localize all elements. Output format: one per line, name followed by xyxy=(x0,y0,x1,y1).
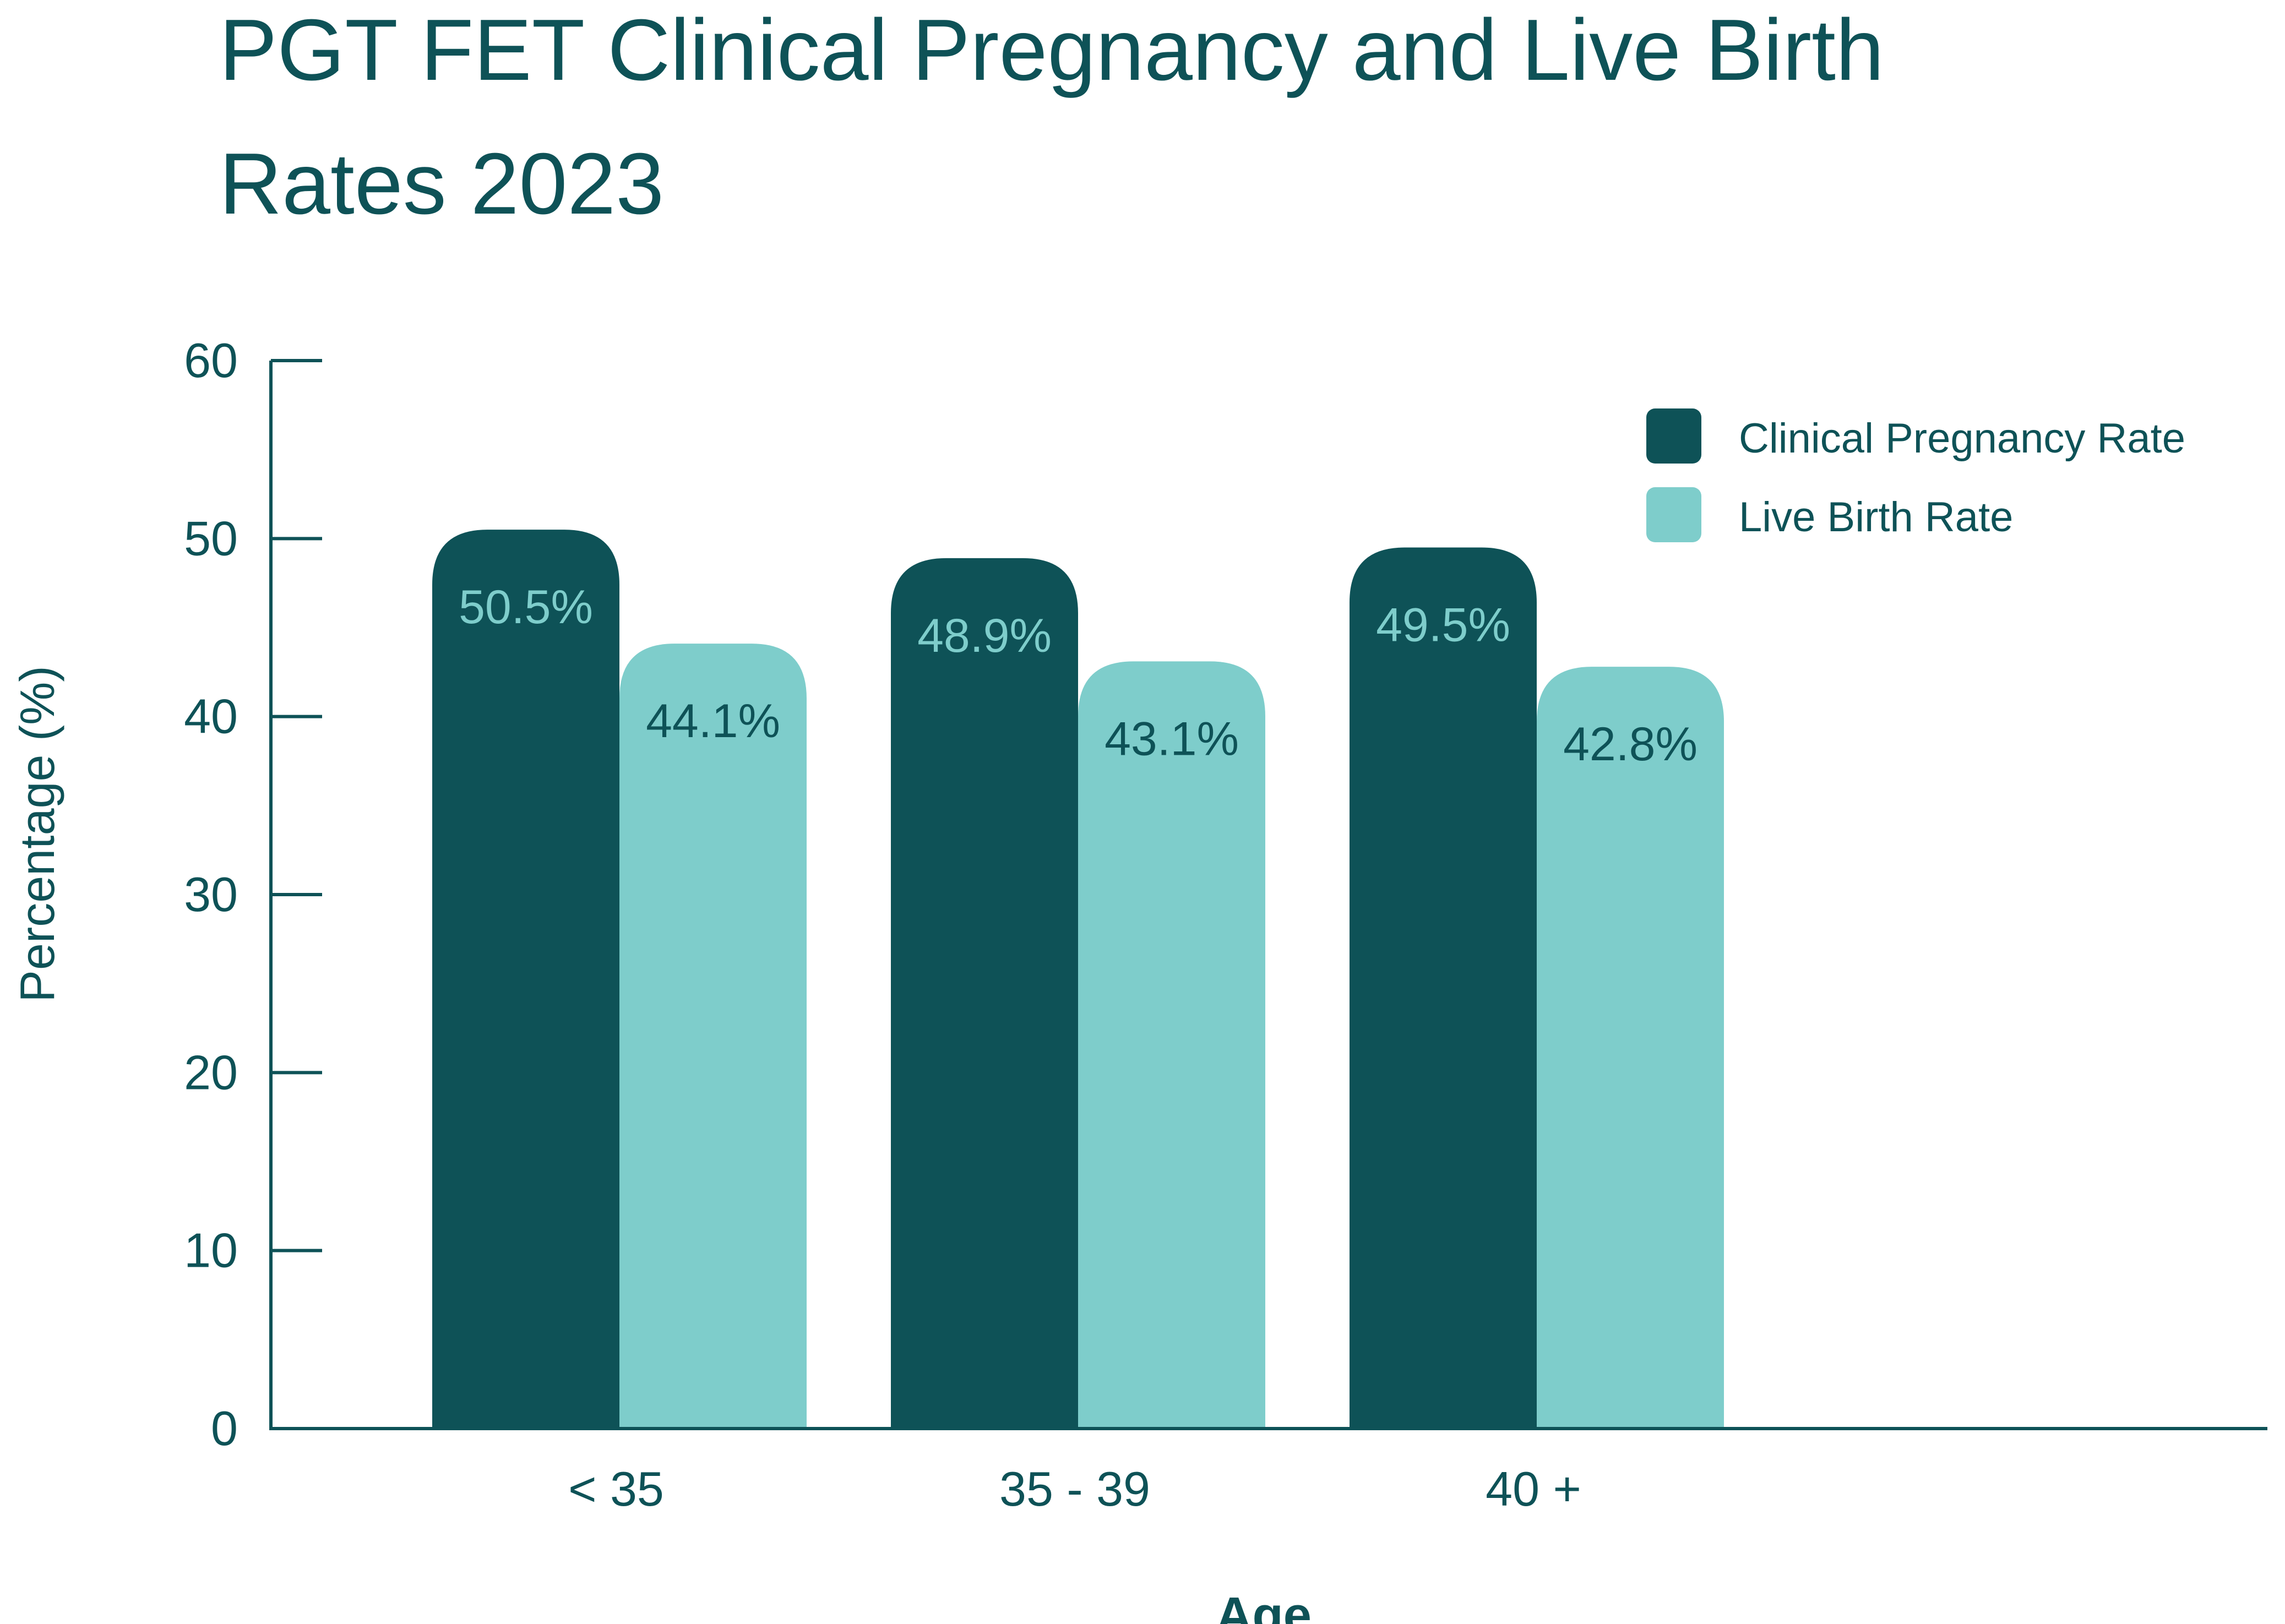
y-axis-ticks: 0 10 20 30 40 50 60 xyxy=(184,333,322,1456)
legend-swatch xyxy=(1646,487,1701,542)
x-tick-label: 35 - 39 xyxy=(999,1462,1150,1516)
data-label: 44.1% xyxy=(646,695,780,748)
y-tick-label: 0 xyxy=(211,1401,238,1456)
x-tick-label: 40 + xyxy=(1486,1462,1581,1516)
bar xyxy=(432,530,619,1429)
bars: 50.5% 44.1% 48.9% 43.1% 49.5% 42.8% xyxy=(432,530,1724,1429)
x-tick-label: < 35 xyxy=(568,1462,664,1516)
data-label: 50.5% xyxy=(459,581,593,634)
bar xyxy=(1350,547,1537,1429)
chart-title-line-2: Rates 2023 xyxy=(219,135,664,232)
bar xyxy=(1078,661,1265,1429)
legend-label: Live Birth Rate xyxy=(1739,494,2013,541)
data-label: 43.1% xyxy=(1105,712,1239,765)
y-tick-label: 60 xyxy=(184,333,238,388)
legend-label: Clinical Pregnancy Rate xyxy=(1739,415,2185,462)
y-tick-label: 30 xyxy=(184,867,238,922)
x-axis-label: Age xyxy=(1216,1587,1312,1624)
y-axis-label: Percentage (%) xyxy=(10,666,64,1002)
bar xyxy=(619,644,807,1429)
data-label: 42.8% xyxy=(1563,718,1698,771)
chart-title: PGT FET Clinical Pregnancy and Live Birt… xyxy=(219,2,1884,232)
y-tick-label: 20 xyxy=(184,1045,238,1099)
y-tick-label: 50 xyxy=(184,511,238,565)
data-label: 48.9% xyxy=(917,609,1052,662)
legend-swatch xyxy=(1646,408,1701,464)
x-axis-ticks: < 35 35 - 39 40 + xyxy=(568,1462,1581,1516)
bar xyxy=(1537,667,1724,1429)
legend: Clinical Pregnancy Rate Live Birth Rate xyxy=(1646,408,2185,542)
data-label: 49.5% xyxy=(1376,599,1510,652)
y-tick-label: 40 xyxy=(184,689,238,744)
bar xyxy=(891,558,1078,1429)
y-tick-label: 10 xyxy=(184,1223,238,1278)
chart-title-line-1: PGT FET Clinical Pregnancy and Live Birt… xyxy=(219,2,1884,99)
